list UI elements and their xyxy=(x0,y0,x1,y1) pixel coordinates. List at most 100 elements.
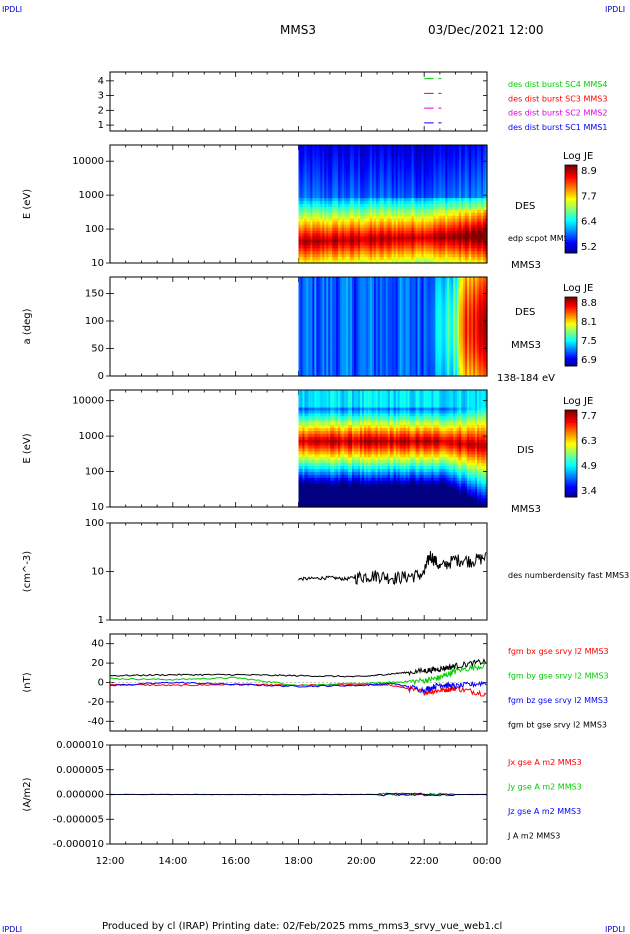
spectrogram-cell xyxy=(423,218,427,223)
spectrogram-cell xyxy=(363,186,367,190)
spectrogram-cell xyxy=(308,351,311,355)
spectrogram-cell xyxy=(326,289,329,293)
spectrogram-cell xyxy=(360,162,363,167)
spectrogram-cell xyxy=(344,279,347,283)
spectrogram-cell xyxy=(469,221,472,226)
spectrogram-cell xyxy=(334,245,337,249)
spectrogram-cell xyxy=(350,215,353,220)
spectrogram-cell xyxy=(322,346,325,350)
spectrogram-cell xyxy=(300,338,304,342)
spectrogram-cell xyxy=(326,233,329,238)
spectrogram-cell xyxy=(473,212,476,217)
spectrogram-cell xyxy=(330,218,333,223)
spectrogram-cell xyxy=(302,346,306,350)
spectrogram-cell xyxy=(463,150,466,155)
spectrogram-cell xyxy=(356,236,359,240)
spectrogram-cell xyxy=(397,195,401,199)
spectrogram-cell xyxy=(405,189,409,193)
spectrogram-cell xyxy=(475,162,478,167)
spectrogram-cell xyxy=(413,192,417,196)
spectrogram-cell xyxy=(369,227,373,232)
spectrogram-cell xyxy=(320,189,323,193)
spectrogram-cell xyxy=(387,177,391,181)
spectrogram-cell xyxy=(332,236,335,240)
spectrogram-cell xyxy=(469,174,472,179)
spectrogram-cell xyxy=(421,159,425,164)
spectrogram-cell xyxy=(467,195,470,199)
spectrogram-cell xyxy=(320,358,323,362)
spectrogram-cell xyxy=(304,299,308,303)
spectrogram-cell xyxy=(302,168,306,173)
spectrogram-cell xyxy=(365,212,369,217)
spectrogram-cell xyxy=(457,177,460,181)
spectrogram-cell xyxy=(427,145,431,149)
spectrogram-cell xyxy=(324,289,327,293)
spectrogram-cell xyxy=(330,257,333,261)
spectrogram-cell xyxy=(397,171,401,176)
spectrogram-cell xyxy=(481,150,484,155)
spectrogram-cell xyxy=(356,195,359,199)
spectrogram-cell xyxy=(481,168,484,173)
spectrogram-cell xyxy=(433,195,437,199)
spectrogram-cell xyxy=(395,145,399,149)
spectrogram-cell xyxy=(415,147,419,152)
spectrogram-cell xyxy=(312,180,315,184)
spectrogram-cell xyxy=(298,324,302,328)
spectrogram-cell xyxy=(365,150,369,155)
spectrogram-cell xyxy=(338,147,341,152)
spectrogram-cell xyxy=(405,171,409,176)
spectrogram-cell xyxy=(475,236,478,240)
spectrogram-cell xyxy=(383,254,387,258)
spectrogram-cell xyxy=(330,150,333,155)
spectrogram-cell xyxy=(475,201,478,205)
spectrogram-cell xyxy=(393,180,397,184)
spectrogram-cell xyxy=(417,206,421,211)
spectrogram-cell xyxy=(393,156,397,161)
spectrogram-cell xyxy=(383,192,387,196)
spectrogram-cell xyxy=(316,204,319,208)
spectrogram-cell xyxy=(405,147,409,152)
spectrogram-cell xyxy=(356,159,359,164)
spectrogram-cell xyxy=(326,281,329,286)
spectrogram-cell xyxy=(395,257,399,261)
spectrogram-cell xyxy=(304,294,308,298)
spectrogram-cell xyxy=(348,177,351,181)
spectrogram-cell xyxy=(326,162,329,167)
spectrogram-cell xyxy=(447,236,450,240)
spectrogram-cell xyxy=(375,260,379,264)
spectrogram-cell xyxy=(356,215,359,220)
spectrogram-cell xyxy=(354,201,357,205)
spectrogram-cell xyxy=(332,291,335,295)
spectrogram-cell xyxy=(413,251,417,255)
spectrogram-cell xyxy=(326,343,329,347)
spectrogram-cell xyxy=(322,363,325,367)
spectrogram-cell xyxy=(304,326,308,330)
spectrogram-cell xyxy=(326,242,329,246)
spectrogram-cell xyxy=(352,233,355,238)
spectrogram-cell xyxy=(389,251,393,255)
spectrogram-cell xyxy=(377,171,381,176)
spectrogram-cell xyxy=(308,371,311,375)
spectrogram-cell xyxy=(312,206,315,211)
spectrogram-cell xyxy=(445,221,448,226)
spectrogram-cell xyxy=(395,204,399,208)
spectrogram-cell xyxy=(322,218,325,223)
spectrogram-cell xyxy=(324,162,327,167)
spectrogram-cell xyxy=(361,206,365,211)
spectrogram-cell xyxy=(431,177,435,181)
spectrogram-cell xyxy=(369,189,373,193)
spectrogram-cell xyxy=(419,218,423,223)
spectrogram-cell xyxy=(300,348,304,352)
spectrogram-cell xyxy=(302,316,306,320)
spectrogram-cell xyxy=(479,201,482,205)
spectrogram-cell xyxy=(447,145,450,149)
spectrogram-cell xyxy=(399,174,403,179)
spectrogram-cell xyxy=(441,209,444,214)
spectrogram-cell xyxy=(302,171,306,176)
spectrogram-cell xyxy=(373,204,377,208)
spectrogram-cell xyxy=(405,201,409,205)
spectrogram-cell xyxy=(344,245,347,249)
spectrogram-cell xyxy=(346,218,349,223)
spectrogram-cell xyxy=(395,233,399,238)
spectrogram-cell xyxy=(379,236,383,240)
